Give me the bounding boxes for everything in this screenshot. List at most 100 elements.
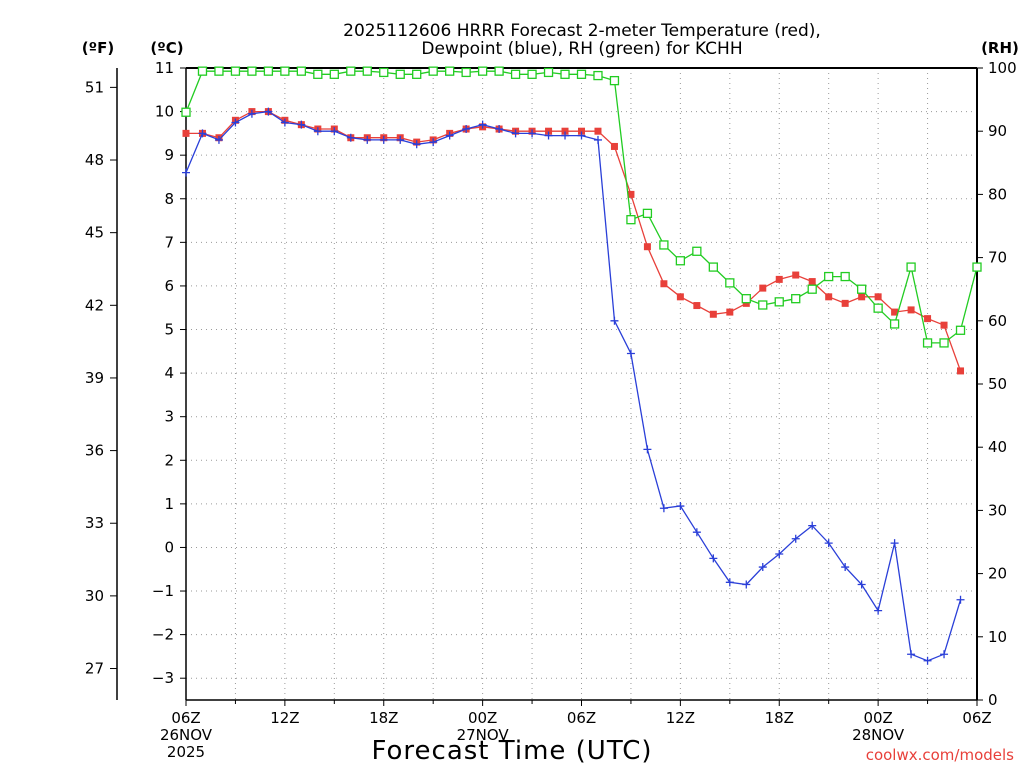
temperature-point bbox=[907, 306, 915, 314]
dewpoint-point bbox=[511, 129, 520, 138]
dewpoint-point bbox=[775, 549, 784, 558]
temperature-point bbox=[891, 308, 899, 316]
rh-point bbox=[725, 278, 735, 288]
rh-point bbox=[428, 66, 438, 76]
temperature-point bbox=[808, 278, 816, 286]
dewpoint-point bbox=[478, 120, 487, 129]
dewpoint-point bbox=[313, 127, 322, 136]
fahrenheit-unit-label: (ºF) bbox=[82, 39, 114, 57]
dewpoint-point bbox=[247, 109, 256, 118]
temperature-point bbox=[726, 308, 734, 316]
x-tick-label: 06Z bbox=[171, 709, 200, 727]
rh-point bbox=[593, 70, 603, 81]
dewpoint-point bbox=[429, 138, 438, 147]
rh-point bbox=[824, 271, 834, 282]
temperature-point bbox=[957, 367, 965, 375]
fahrenheit-tick-label: 42 bbox=[85, 296, 104, 314]
rh-point bbox=[181, 107, 191, 117]
axes: 11109876543210−1−2−351484542393633302710… bbox=[85, 59, 1017, 761]
x-tick-label: 12Z bbox=[270, 709, 299, 727]
rh-tick-label: 0 bbox=[988, 691, 998, 709]
rh-tick-label: 30 bbox=[988, 501, 1007, 519]
rh-point bbox=[412, 69, 422, 79]
rh-point bbox=[296, 66, 307, 76]
dewpoint-point bbox=[214, 135, 223, 144]
temperature-point bbox=[610, 142, 618, 150]
rh-point bbox=[807, 284, 817, 294]
rh-tick-label: 100 bbox=[988, 59, 1017, 77]
dewpoint-point bbox=[462, 125, 471, 134]
temperature-point bbox=[775, 275, 783, 283]
rh-point bbox=[560, 69, 570, 79]
temperature-point bbox=[825, 293, 833, 301]
dewpoint-point bbox=[857, 580, 866, 589]
rh-tick-label: 50 bbox=[988, 375, 1007, 393]
rh-point bbox=[494, 66, 504, 76]
temperature-point bbox=[627, 190, 635, 198]
dewpoint-point bbox=[264, 107, 273, 116]
celsius-tick-label: 9 bbox=[164, 146, 174, 164]
dewpoint-point bbox=[528, 129, 537, 138]
rh-point bbox=[774, 297, 784, 307]
dewpoint-point bbox=[330, 127, 339, 136]
rh-point bbox=[955, 325, 966, 335]
dewpoint-point bbox=[758, 563, 767, 572]
rh-point bbox=[379, 67, 389, 78]
rh-point bbox=[856, 284, 867, 294]
celsius-tick-label: −1 bbox=[152, 582, 174, 600]
x-tick-label: 26NOV bbox=[160, 726, 213, 744]
rh-point bbox=[445, 66, 455, 76]
rh-point bbox=[972, 262, 982, 272]
rh-point bbox=[741, 294, 751, 304]
rh-point bbox=[247, 66, 257, 76]
dewpoint-point bbox=[791, 534, 800, 543]
rh-tick-label: 20 bbox=[988, 565, 1007, 583]
dewpoint-point bbox=[231, 118, 240, 127]
x-tick-label: 06Z bbox=[962, 709, 991, 727]
temperature-point bbox=[660, 280, 668, 288]
temperature-point bbox=[545, 127, 553, 135]
temperature-point bbox=[874, 293, 882, 301]
temperature-point bbox=[578, 127, 585, 135]
rh-tick-label: 70 bbox=[988, 249, 1007, 267]
dewpoint-point bbox=[725, 578, 734, 587]
rh-unit-label: (RH) bbox=[981, 39, 1019, 57]
dewpoint-point bbox=[742, 580, 751, 589]
temperature-line bbox=[186, 110, 962, 372]
x-tick-label: 2025 bbox=[167, 743, 205, 761]
dewpoint-point bbox=[495, 125, 504, 134]
celsius-tick-label: 11 bbox=[155, 59, 174, 77]
x-tick-label: 27NOV bbox=[457, 726, 510, 744]
fahrenheit-tick-label: 33 bbox=[85, 514, 104, 532]
rh-point bbox=[543, 67, 554, 78]
plot-frame bbox=[116, 67, 978, 701]
fahrenheit-tick-label: 45 bbox=[85, 224, 104, 242]
x-tick-label: 18Z bbox=[369, 709, 398, 727]
fahrenheit-tick-label: 27 bbox=[85, 660, 104, 678]
fahrenheit-tick-label: 51 bbox=[85, 78, 104, 96]
celsius-tick-label: 5 bbox=[164, 321, 174, 339]
fahrenheit-tick-label: 30 bbox=[85, 587, 104, 605]
fahrenheit-tick-label: 48 bbox=[85, 151, 104, 169]
dewpoint-point bbox=[676, 502, 685, 511]
series-dewpoint bbox=[182, 107, 965, 665]
rh-point bbox=[708, 262, 718, 272]
temperature-point bbox=[709, 310, 717, 318]
fahrenheit-tick-label: 39 bbox=[85, 369, 104, 387]
dewpoint-point bbox=[182, 168, 190, 177]
dewpoint-point bbox=[379, 135, 388, 144]
dewpoint-point bbox=[874, 606, 883, 615]
rh-tick-label: 60 bbox=[988, 312, 1007, 330]
x-tick-label: 28NOV bbox=[852, 726, 905, 744]
dewpoint-point bbox=[626, 349, 635, 358]
rh-point bbox=[939, 338, 949, 348]
temperature-point bbox=[676, 293, 684, 301]
rh-point bbox=[889, 319, 900, 329]
rh-point bbox=[873, 303, 883, 313]
rh-point bbox=[576, 69, 587, 79]
temperature-point bbox=[643, 243, 651, 251]
rh-tick-label: 80 bbox=[988, 185, 1007, 203]
chart-title-line-2: Dewpoint (blue), RH (green) for KCHH bbox=[421, 39, 742, 59]
dewpoint-point bbox=[808, 521, 817, 530]
